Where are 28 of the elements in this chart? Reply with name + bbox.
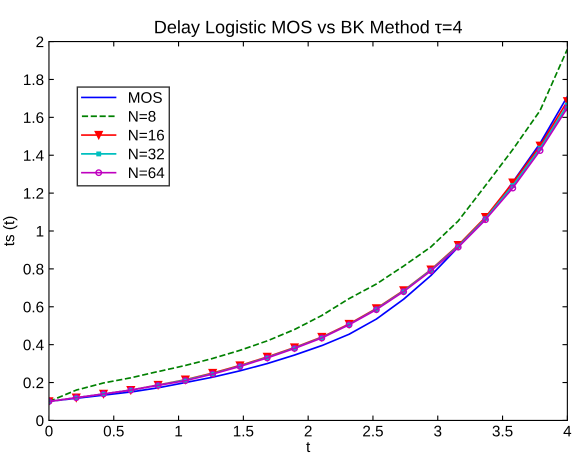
x-tick-label: 2 (304, 426, 312, 436)
y-tick-label: 1.4 (24, 150, 44, 161)
legend-label: MOS (129, 92, 162, 103)
y-tick-label: 0.2 (23, 377, 44, 388)
y-axis-title: ts (t) (3, 216, 18, 246)
x-tick-label: 1 (175, 426, 182, 436)
y-tick-label: 1 (36, 226, 44, 237)
legend-label: N=64 (129, 167, 164, 178)
y-tick-label: 0.6 (23, 302, 44, 312)
y-tick-label: 0.4 (23, 340, 44, 350)
y-tick-label: 0.8 (23, 264, 44, 275)
x-tick-label: 1.5 (234, 426, 254, 437)
legend-label: N=16 (129, 130, 164, 141)
y-tick-label: 1.8 (24, 74, 44, 86)
x-tick-label: 0 (45, 426, 53, 437)
x-tick-label: 3 (434, 426, 442, 437)
x-tick-label: 2.5 (363, 426, 383, 437)
x-tick-label: 4 (563, 426, 572, 436)
y-tick-label: 1.6 (24, 112, 44, 124)
y-tick-label: 1.2 (24, 188, 44, 199)
legend-label: N=32 (129, 148, 164, 160)
y-tick-label: 0 (36, 415, 44, 426)
y-tick-label: 2 (36, 36, 44, 48)
x-tick-label: 3.5 (492, 426, 513, 437)
chart-title: Delay Logistic MOS vs BK Method τ=4 (155, 20, 462, 37)
x-axis-title: t (306, 442, 310, 452)
legend-label: N=8 (129, 110, 156, 122)
x-tick-label: 0.5 (104, 426, 124, 437)
